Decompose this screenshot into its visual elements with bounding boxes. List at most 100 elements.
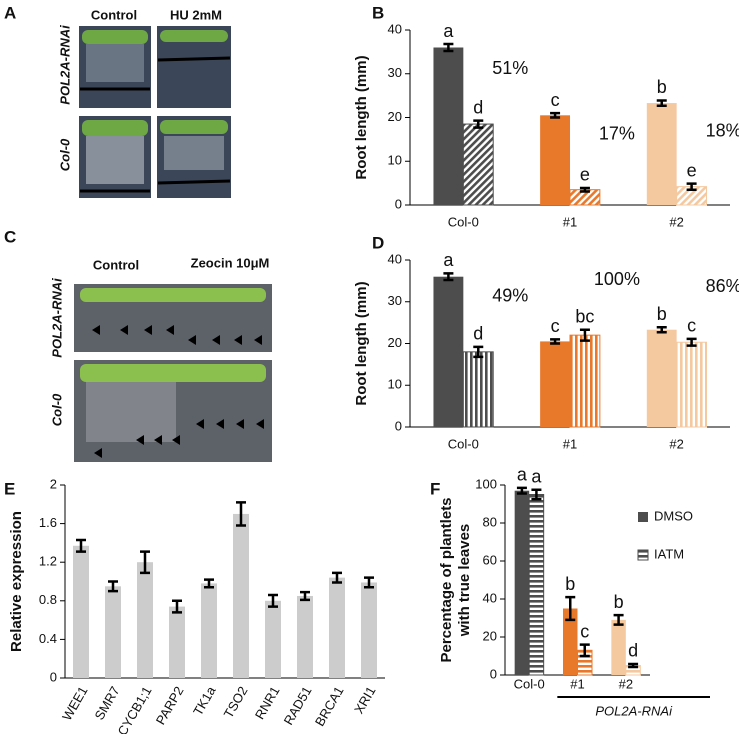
- error-bar: [686, 337, 697, 347]
- column-label: HU 2mM: [170, 7, 222, 22]
- y-tick-label: 1.6: [39, 515, 57, 530]
- error-bar: [332, 571, 342, 584]
- error-bar: [443, 42, 454, 53]
- bar-chart: E Relative expression 0 0.4 0.8 1.2 1.6 2 WEE1 SM…: [4, 476, 385, 734]
- y-tick-label: 0.4: [39, 631, 57, 646]
- bar: [433, 47, 464, 205]
- significance-letter: b: [614, 592, 624, 612]
- seedlings: [80, 364, 266, 382]
- bar: [233, 513, 249, 678]
- bar: [73, 545, 89, 678]
- significance-letter: c: [687, 316, 696, 336]
- percent-annotation: 100%: [594, 269, 640, 289]
- photo-panel-a: A Control HU 2mM POL2A-RNAi Col-0: [4, 3, 231, 198]
- photo-panel-c: C Control Zeocin 10μM POL2A-RNAi Col-0: [4, 227, 272, 462]
- bar: [514, 490, 530, 675]
- x-tick-label: #1: [570, 676, 584, 691]
- x-tick-label: WEE1: [59, 684, 90, 723]
- bar: [563, 608, 578, 675]
- bar: [462, 123, 494, 206]
- y-tick-label: 0: [395, 418, 402, 433]
- bar: [105, 586, 121, 678]
- bar: [540, 341, 570, 427]
- error-bar: [76, 538, 86, 553]
- error-bar: [268, 593, 278, 608]
- error-bar: [579, 328, 590, 342]
- bar: [297, 595, 313, 678]
- bar: [540, 115, 570, 205]
- x-tick-label: RAD51: [281, 684, 315, 728]
- error-bar: [443, 272, 454, 282]
- y-tick-label: 2: [50, 476, 57, 491]
- error-bar: [473, 119, 484, 129]
- significance-letter: c: [580, 621, 589, 641]
- error-bar: [364, 576, 374, 589]
- bar: [169, 606, 185, 678]
- percent-annotation: 86%: [706, 276, 739, 296]
- significance-letter: bc: [575, 306, 594, 326]
- error-bar: [656, 99, 667, 107]
- y-tick-label: 30: [388, 293, 402, 308]
- y-axis-label: Relative expression: [8, 511, 25, 652]
- row-label: Col-0: [49, 393, 64, 426]
- y-tick-label: 10: [388, 153, 402, 168]
- error-bar: [108, 580, 118, 593]
- seedlings: [160, 30, 228, 42]
- row-label: Col-0: [57, 138, 72, 171]
- bar: [137, 562, 153, 678]
- scale-line: [157, 56, 231, 62]
- significance-letter: c: [551, 316, 560, 336]
- error-bar: [140, 550, 150, 575]
- error-bar: [550, 111, 561, 119]
- error-bar: [172, 599, 182, 614]
- x-tick-label: #1: [563, 214, 577, 229]
- significance-letter: b: [657, 77, 667, 97]
- significance-letter: e: [687, 160, 697, 180]
- y-tick-label: 20: [388, 109, 402, 124]
- y-axis-label: Root length (mm): [353, 55, 370, 179]
- x-tick-label: PARP2: [153, 684, 187, 728]
- y-tick-label: 0: [395, 196, 402, 211]
- bar: [329, 577, 345, 678]
- bar: [462, 351, 494, 428]
- panel-letter: C: [4, 227, 16, 246]
- y-tick-label: 20: [483, 628, 497, 643]
- arrowheads: [92, 325, 264, 458]
- percent-annotation: 17%: [599, 123, 635, 143]
- error-bar: [516, 486, 527, 495]
- y-tick-label: 100: [475, 476, 497, 491]
- y-tick-label: 0: [490, 666, 497, 681]
- y-tick-label: 40: [388, 251, 402, 266]
- group-label: POL2A-RNAi: [595, 703, 673, 718]
- bar: [646, 329, 677, 427]
- x-tick-label: Col-0: [448, 214, 479, 229]
- row-label: POL2A-RNAi: [57, 25, 72, 105]
- y-axis-label: with true leaves: [456, 524, 473, 638]
- error-bar: [686, 182, 697, 191]
- bar: [528, 494, 545, 676]
- y-tick-label: 20: [388, 335, 402, 350]
- x-tick-label: Col-0: [448, 436, 479, 451]
- percent-annotation: 51%: [492, 58, 528, 78]
- error-bar: [300, 590, 310, 602]
- error-bar: [579, 643, 590, 658]
- bar: [201, 583, 217, 678]
- x-tick-label: TK1a: [190, 683, 219, 718]
- bar: [676, 341, 708, 428]
- roots: [86, 136, 144, 184]
- y-tick-label: 30: [388, 65, 402, 80]
- seedlings: [82, 30, 148, 44]
- x-tick-label: #2: [619, 676, 633, 691]
- row-label: POL2A-RNAi: [49, 278, 64, 358]
- significance-letter: e: [580, 165, 590, 185]
- significance-letter: d: [473, 324, 483, 344]
- y-tick-label: 40: [483, 590, 497, 605]
- x-tick-label: SMR7: [92, 684, 123, 723]
- y-axis-label: Percentage of plantlets: [438, 497, 455, 662]
- roots: [164, 136, 224, 170]
- panel-letter: F: [430, 479, 440, 498]
- percent-annotation: 49%: [492, 286, 528, 306]
- x-tick-label: XRI1: [351, 684, 378, 717]
- bar: [611, 619, 626, 675]
